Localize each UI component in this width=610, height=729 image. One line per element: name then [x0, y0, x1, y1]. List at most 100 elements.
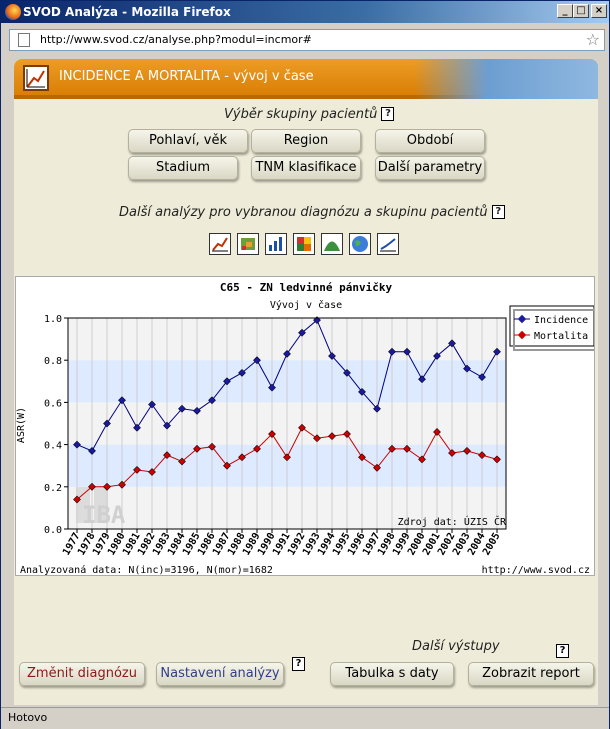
data-point — [253, 444, 261, 453]
patient-group-section: Výběr skupiny pacientů ? — [224, 107, 395, 122]
data-point — [463, 447, 471, 455]
maximize-button[interactable]: □ — [573, 4, 589, 18]
data-point — [103, 482, 111, 491]
data-point — [343, 368, 351, 377]
chart-footer-left: Analyzovaná data: N(inc)=3196, N(mor)=16… — [20, 564, 273, 575]
data-point — [88, 482, 96, 491]
data-point — [328, 352, 336, 360]
data-point — [103, 419, 111, 428]
close-button[interactable]: × — [591, 4, 607, 18]
color-grid-icon[interactable] — [293, 233, 315, 255]
data-point — [433, 428, 441, 436]
data-point — [223, 377, 231, 386]
globe-icon[interactable] — [349, 233, 371, 255]
data-point — [253, 356, 261, 365]
data-point — [493, 347, 501, 356]
help-icon[interactable]: ? — [491, 205, 505, 219]
data-point — [268, 383, 276, 392]
data-point — [208, 396, 216, 405]
chart-footer-right: http://www.svod.cz — [482, 565, 590, 575]
stage-button[interactable]: Stadium — [128, 156, 238, 180]
map-decoration — [414, 59, 598, 99]
line-chart-icon[interactable] — [209, 233, 231, 255]
chart-grid — [76, 318, 498, 529]
data-point — [148, 468, 156, 476]
minimize-button[interactable]: _ — [557, 4, 573, 18]
more-outputs-label: Další výstupy — [412, 639, 500, 654]
data-point — [328, 432, 336, 441]
data-point — [238, 453, 246, 462]
chart-title: C65 - ZN ledvinné pánvičky — [220, 281, 393, 294]
status-bar: Hotovo — [1, 707, 609, 729]
data-point — [73, 495, 81, 504]
data-point — [403, 347, 411, 356]
tnm-button[interactable]: TNM klasifikace — [251, 156, 361, 180]
legend-mortality: Mortalita — [534, 331, 588, 342]
data-point — [478, 451, 486, 460]
chart-legend: Incidence Mortalita — [509, 305, 598, 351]
y-tick-label: 0.0 — [44, 525, 62, 536]
period-button[interactable]: Období — [375, 129, 485, 153]
data-point — [283, 453, 291, 462]
data-point — [178, 457, 186, 466]
data-point — [298, 423, 306, 432]
page-title: INCIDENCE A MORTALITA - vývoj v čase — [59, 69, 314, 84]
y-axis-label: ASR(W) — [16, 407, 27, 443]
trend-chart-icon[interactable] — [377, 233, 399, 255]
help-icon[interactable]: ? — [556, 644, 569, 658]
data-point — [223, 461, 231, 470]
title-bar: SVOD Analýza - Mozilla Firefox _ □ × — [1, 1, 609, 23]
status-text: Hotovo — [8, 711, 48, 724]
data-point — [238, 368, 246, 377]
data-point — [88, 447, 96, 455]
data-point — [418, 455, 426, 464]
firefox-icon — [5, 4, 21, 20]
data-point — [358, 453, 366, 462]
line-chart-logo-icon — [23, 65, 49, 91]
data-point — [148, 400, 156, 409]
y-tick-label: 0.8 — [44, 356, 62, 367]
data-point — [433, 352, 441, 360]
data-point — [118, 480, 126, 489]
url-text: http://www.svod.cz/analyse.php?modul=inc… — [40, 33, 312, 46]
more-params-button[interactable]: Další parametry — [375, 156, 485, 180]
y-tick-label: 0.6 — [44, 398, 62, 409]
source-note: Zdroj dat: ÚZIS ČR — [398, 515, 507, 528]
data-point — [193, 444, 201, 453]
iba-watermark: IBA — [76, 487, 126, 529]
data-point — [283, 349, 291, 358]
data-point — [343, 430, 351, 438]
bookmark-star-icon[interactable]: ☆ — [585, 30, 600, 49]
data-table-button[interactable]: Tabulka s daty — [330, 662, 454, 686]
analyses-title: Další analýzy pro vybranou diagnózu a sk… — [119, 205, 488, 220]
map-chart-icon[interactable] — [237, 233, 259, 255]
area-chart-icon[interactable] — [321, 233, 343, 255]
bar-chart-icon[interactable] — [265, 233, 287, 255]
data-point — [373, 463, 381, 472]
change-diagnosis-button[interactable]: Změnit diagnózu — [19, 662, 145, 686]
incidence-mortality-chart: IBA 0.0 0.2 0.4 0.6 0.8 1.0 1977 1978 1979 1980 19… — [15, 276, 598, 576]
data-point — [388, 347, 396, 356]
data-point — [133, 423, 141, 432]
data-point — [73, 440, 81, 449]
data-point — [208, 442, 216, 451]
data-point — [268, 430, 276, 438]
data-point — [193, 406, 201, 415]
navigation-bar: http://www.svod.cz/analyse.php?modul=inc… — [3, 25, 607, 55]
help-icon[interactable]: ? — [292, 657, 305, 671]
chart-series — [73, 316, 501, 504]
page-header: INCIDENCE A MORTALITA - vývoj v čase — [14, 59, 598, 99]
url-input[interactable]: http://www.svod.cz/analyse.php?modul=inc… — [9, 29, 605, 51]
data-point — [178, 404, 186, 413]
chart-axes: 0.00.20.40.60.81.01977197819791980198119… — [44, 314, 507, 557]
data-point — [163, 451, 171, 460]
region-button[interactable]: Region — [251, 129, 361, 153]
window-title: SVOD Analýza - Mozilla Firefox — [23, 5, 231, 19]
help-icon[interactable]: ? — [381, 107, 395, 121]
analysis-settings-button[interactable]: Nastavení analýzy — [156, 662, 284, 686]
chart-svg: IBA 0.00.20.40.60.81.0197719781979198019… — [16, 281, 598, 576]
data-point — [463, 364, 471, 373]
sex-age-button[interactable]: Pohlaví, věk — [128, 129, 248, 153]
show-report-button[interactable]: Zobrazit report — [468, 662, 594, 686]
